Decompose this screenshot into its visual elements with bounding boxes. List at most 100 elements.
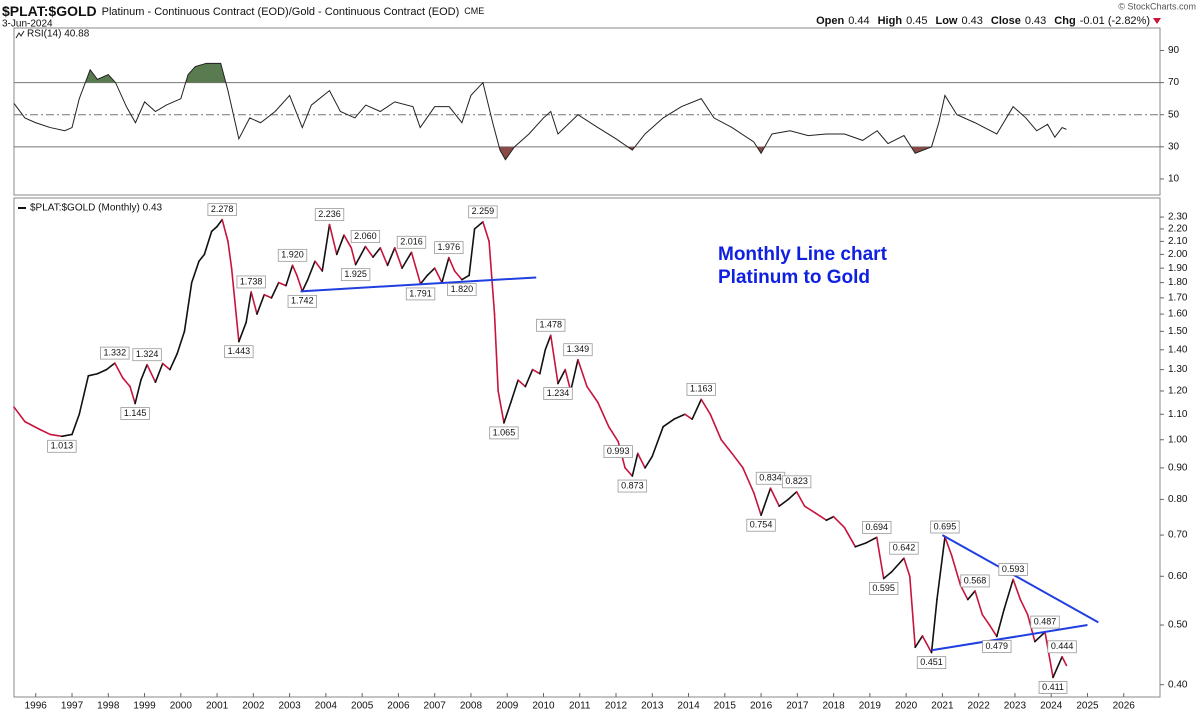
price-segment xyxy=(631,452,639,477)
y-tick-label: 1.80 xyxy=(1168,277,1188,288)
value-label: 0.873 xyxy=(621,480,644,490)
value-label: 0.595 xyxy=(872,583,895,593)
price-segment xyxy=(557,368,567,385)
x-tick-label: 2006 xyxy=(387,701,410,712)
value-label: 1.145 xyxy=(124,408,147,418)
value-label: 1.820 xyxy=(451,284,474,294)
x-tick-label: 2026 xyxy=(1113,701,1136,712)
price-segment xyxy=(183,281,193,333)
value-label-box xyxy=(224,345,254,359)
value-label: 2.060 xyxy=(354,231,377,241)
price-segment xyxy=(544,334,552,351)
price-segment xyxy=(306,260,316,281)
value-label-box xyxy=(998,563,1028,576)
x-tick-label: 2022 xyxy=(968,701,991,712)
x-tick-label: 2017 xyxy=(786,701,809,712)
price-segment xyxy=(720,438,733,455)
price-segment xyxy=(379,247,389,267)
price-segment xyxy=(753,491,762,517)
price-segment xyxy=(270,281,280,299)
overbought-fill xyxy=(85,63,226,83)
price-segment xyxy=(607,425,619,443)
price-segment xyxy=(524,368,534,388)
price-segment xyxy=(354,245,367,266)
price-segment xyxy=(825,515,835,522)
price-segment xyxy=(230,267,240,343)
price-segment xyxy=(134,379,142,405)
price-segment xyxy=(426,267,436,277)
value-label: 0.694 xyxy=(865,522,888,532)
y-tick-label: 1.30 xyxy=(1168,364,1188,375)
exchange: CME xyxy=(464,6,484,16)
value-label: 1.791 xyxy=(409,288,432,298)
price-segment xyxy=(1061,655,1068,667)
quote-label: Close xyxy=(991,15,1021,27)
price-segment xyxy=(343,234,353,249)
price-segment xyxy=(890,557,905,573)
x-tick-label: 2000 xyxy=(170,701,193,712)
x-tick-label: 2005 xyxy=(351,701,374,712)
price-segment xyxy=(277,281,287,287)
y-tick-label: 1.40 xyxy=(1168,344,1188,355)
price-segment xyxy=(903,557,911,578)
value-label: 2.236 xyxy=(318,209,341,219)
quote: Open 0.44 High 0.45 Low 0.43 Close 0.43 Chg -0.01… xyxy=(816,15,1150,27)
price-segment xyxy=(78,375,90,416)
price-segment xyxy=(882,571,893,580)
legend-label: $PLAT:$GOLD (Monthly) 0.43 xyxy=(30,203,163,214)
value-label-box xyxy=(314,208,345,222)
value-label: 0.823 xyxy=(785,476,808,486)
change-arrow xyxy=(1153,18,1161,24)
x-tick-label: 1998 xyxy=(97,701,120,712)
value-label-box xyxy=(287,294,317,308)
price-segment xyxy=(936,536,946,601)
value-label-box xyxy=(350,230,381,243)
y-tick-label: 1.70 xyxy=(1168,293,1188,304)
date: 3-Jun-2024 xyxy=(2,19,53,30)
price-segment xyxy=(930,598,938,654)
price-segment xyxy=(539,348,547,375)
value-label-box xyxy=(746,518,776,532)
symbol: $PLAT:$GOLD xyxy=(2,3,97,19)
price-segment xyxy=(146,363,157,384)
value-label: 0.993 xyxy=(607,446,630,456)
quote-value: 0.43 xyxy=(961,15,982,27)
price-segment xyxy=(372,247,382,258)
value-label-box xyxy=(868,582,899,595)
price-segment xyxy=(210,225,218,233)
price-segment xyxy=(787,491,798,501)
y-tick-label: 0.80 xyxy=(1168,494,1188,505)
value-label: 0.444 xyxy=(1051,641,1074,651)
value-label: 2.278 xyxy=(211,204,234,214)
value-label-box xyxy=(889,541,919,555)
x-tick-label: 1996 xyxy=(25,701,48,712)
quote-label: Low xyxy=(935,15,957,27)
value-label: 2.016 xyxy=(400,237,423,247)
x-tick-label: 2009 xyxy=(496,701,519,712)
price-segment xyxy=(114,362,124,379)
price-segment xyxy=(488,240,496,315)
y-tick-label: 70 xyxy=(1168,77,1180,88)
price-segment xyxy=(291,264,298,277)
price-segment xyxy=(577,358,588,388)
price-segment xyxy=(24,420,41,431)
y-tick-label: 2.30 xyxy=(1168,212,1188,223)
quote-label: Open xyxy=(816,15,844,27)
price-segment xyxy=(597,401,610,428)
value-label: 1.324 xyxy=(136,349,159,359)
value-label-box xyxy=(396,235,427,249)
value-label: 0.487 xyxy=(1034,616,1057,626)
price-segment xyxy=(908,575,917,649)
price-segment xyxy=(1012,578,1022,601)
value-label: 1.478 xyxy=(539,320,562,330)
price-segment xyxy=(1044,631,1054,679)
y-tick-label: 30 xyxy=(1168,141,1180,152)
price-segment xyxy=(419,274,429,285)
value-label: 0.695 xyxy=(934,521,957,531)
value-label: 0.451 xyxy=(920,657,943,667)
x-tick-label: 2020 xyxy=(895,701,918,712)
price-segment xyxy=(959,584,969,601)
value-label-box xyxy=(543,387,573,400)
price-segment xyxy=(1003,578,1014,611)
